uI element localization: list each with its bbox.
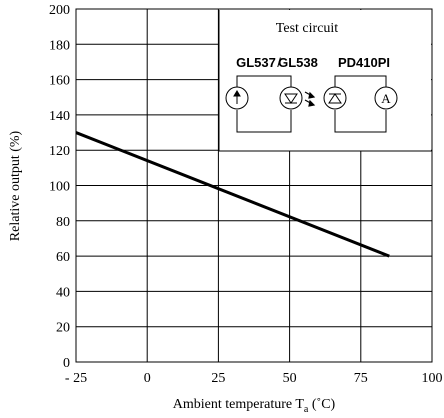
ammeter-label: A: [381, 91, 391, 106]
y-tick-label: 20: [56, 321, 70, 336]
relative-output-line: [75, 131, 390, 258]
x-tick-label: 50: [283, 371, 297, 386]
x-tick-label: 100: [422, 371, 443, 386]
y-tick-label: 0: [63, 356, 70, 371]
photodiode-icon: [323, 86, 347, 110]
y-tick-label: 40: [56, 285, 70, 300]
y-tick-label: 160: [49, 74, 70, 89]
x-tick-label: - 25: [65, 371, 87, 386]
x-axis-label-unit: (˚C): [308, 397, 335, 412]
plot-frame: [75, 8, 433, 363]
x-axis-label-main: Ambient temperature T: [173, 397, 305, 412]
x-tick-label: 0: [144, 371, 151, 386]
label-separator: /: [277, 55, 281, 70]
light-arrows-icon: [304, 91, 316, 107]
ammeter-icon: [374, 86, 398, 110]
y-tick-label: 200: [49, 3, 70, 18]
emitter-circuit: [225, 75, 303, 133]
led-icon: [279, 86, 303, 110]
inset-background: [219, 10, 431, 151]
x-tick-labels: - 25 0 25 50 75 100: [65, 371, 443, 386]
x-axis-label-subscript: a: [304, 404, 309, 415]
detector-circuit: [323, 75, 398, 133]
y-tick-label: 180: [49, 38, 70, 53]
x-axis-label: Ambient temperature Ta (˚C): [173, 397, 336, 415]
emitter-label-2: GL538: [278, 55, 318, 70]
y-tick-labels: 0 20 40 60 80 100 120 140 160 180 200: [49, 3, 70, 371]
inset-title: Test circuit: [276, 21, 338, 36]
y-tick-label: 80: [56, 215, 70, 230]
x-tick-label: 25: [211, 371, 225, 386]
emitter-label: GL537: [236, 55, 276, 70]
y-tick-label: 140: [49, 109, 70, 124]
y-tick-label: 120: [49, 144, 70, 159]
y-axis-label: Relative output (%): [8, 130, 23, 241]
test-circuit-inset: Test circuit GL537 / GL538 PD410PI: [218, 10, 432, 152]
current-source-icon: [225, 86, 249, 110]
y-tick-label: 60: [56, 250, 70, 265]
x-tick-label: 75: [354, 371, 368, 386]
detector-label: PD410PI: [338, 55, 390, 70]
y-tick-label: 100: [49, 180, 70, 195]
